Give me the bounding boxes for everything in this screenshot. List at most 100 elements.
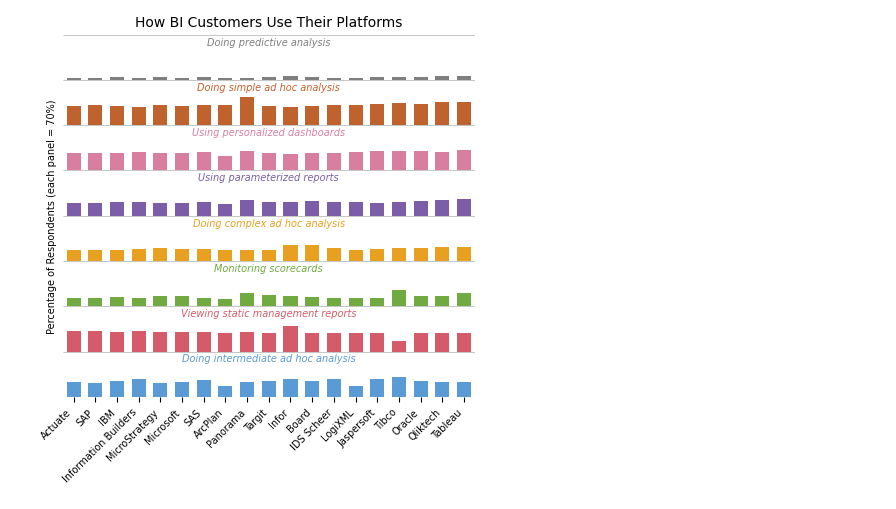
Bar [219, 333, 232, 352]
Bar [370, 105, 384, 126]
Bar [132, 79, 146, 81]
Text: Viewing static management reports: Viewing static management reports [181, 308, 357, 319]
Bar [414, 78, 427, 81]
Bar [175, 204, 189, 216]
Bar [392, 78, 406, 81]
Bar [132, 298, 146, 306]
Bar [392, 151, 406, 171]
Bar [132, 249, 146, 262]
Bar [66, 204, 81, 216]
Bar [240, 201, 254, 216]
Bar [240, 382, 254, 397]
Bar [306, 246, 319, 262]
Bar [132, 107, 146, 126]
Bar [306, 78, 319, 81]
Bar [197, 203, 211, 216]
Bar [153, 383, 168, 397]
Bar [219, 251, 232, 262]
Bar [66, 154, 81, 171]
Bar [110, 381, 124, 397]
Bar [349, 203, 363, 216]
Bar [88, 105, 102, 126]
Bar [219, 204, 232, 216]
Bar [240, 152, 254, 171]
Bar [283, 297, 297, 306]
Bar [370, 379, 384, 397]
Bar [110, 297, 124, 306]
Bar [370, 204, 384, 216]
Text: Doing complex ad hoc analysis: Doing complex ad hoc analysis [193, 218, 345, 228]
Bar [240, 98, 254, 126]
Bar [457, 151, 471, 171]
Bar [392, 377, 406, 397]
Bar [262, 333, 276, 352]
Bar [240, 332, 254, 352]
Bar [110, 332, 124, 352]
Bar [153, 297, 168, 306]
Bar [240, 250, 254, 262]
Bar [240, 79, 254, 81]
Bar [219, 386, 232, 397]
Bar [414, 152, 427, 171]
Bar [414, 249, 427, 262]
Bar [349, 79, 363, 81]
Bar [110, 202, 124, 216]
Bar [349, 105, 363, 126]
Bar [392, 104, 406, 126]
Bar [153, 106, 168, 126]
Bar [197, 153, 211, 171]
Bar [197, 380, 211, 397]
Bar [392, 341, 406, 352]
Bar [327, 153, 341, 171]
Bar [349, 153, 363, 171]
Bar [283, 202, 297, 216]
Y-axis label: Percentage of Respondents (each panel = 70%): Percentage of Respondents (each panel = … [47, 99, 57, 333]
Bar [414, 105, 427, 126]
Bar [435, 333, 450, 352]
Bar [392, 249, 406, 262]
Bar [327, 333, 341, 352]
Bar [370, 249, 384, 262]
Bar [349, 386, 363, 397]
Bar [262, 153, 276, 171]
Bar [435, 201, 450, 216]
Bar [414, 202, 427, 216]
Bar [457, 382, 471, 397]
Bar [262, 381, 276, 397]
Bar [306, 381, 319, 397]
Bar [153, 249, 168, 262]
Bar [110, 251, 124, 262]
Bar [457, 200, 471, 216]
Bar [414, 381, 427, 397]
Bar [262, 106, 276, 126]
Bar [132, 379, 146, 397]
Bar [153, 332, 168, 352]
Bar [435, 77, 450, 81]
Bar [283, 107, 297, 126]
Bar [219, 106, 232, 126]
Bar [306, 154, 319, 171]
Bar [110, 153, 124, 171]
Bar [88, 383, 102, 397]
Bar [327, 249, 341, 262]
Bar [327, 379, 341, 397]
Text: Monitoring scorecards: Monitoring scorecards [214, 263, 323, 273]
Bar [197, 78, 211, 81]
Bar [349, 299, 363, 306]
Bar [327, 106, 341, 126]
Bar [175, 333, 189, 352]
Bar [283, 379, 297, 397]
Bar [66, 251, 81, 262]
Bar [327, 299, 341, 306]
Bar [435, 296, 450, 306]
Bar [306, 297, 319, 306]
Bar [110, 78, 124, 81]
Bar [457, 103, 471, 126]
Bar [283, 76, 297, 81]
Bar [88, 153, 102, 171]
Bar [219, 300, 232, 306]
Bar [262, 295, 276, 306]
Bar [262, 78, 276, 81]
Bar [132, 331, 146, 352]
Bar [88, 204, 102, 216]
